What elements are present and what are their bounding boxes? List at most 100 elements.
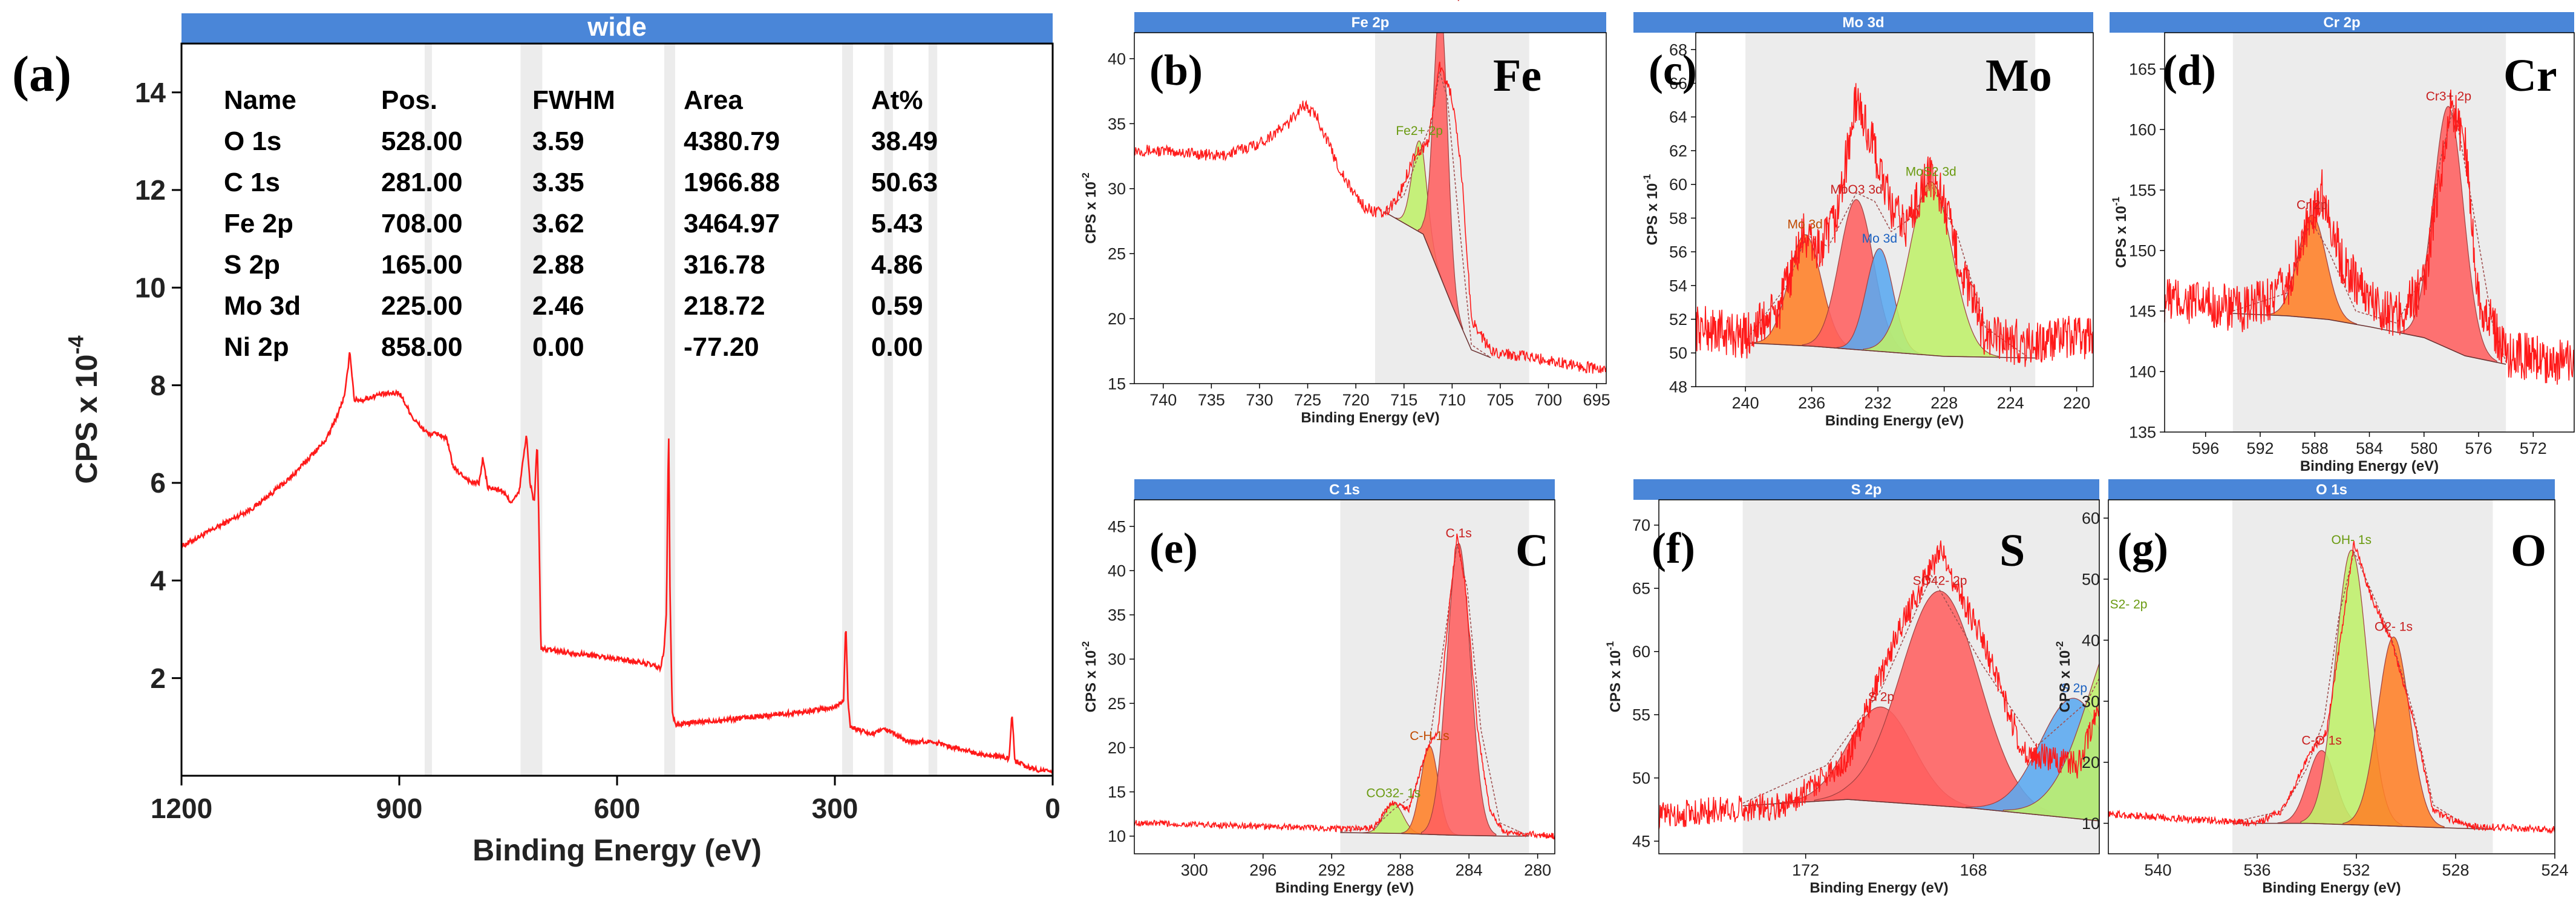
y-tick-label: 8 (150, 370, 166, 401)
peak-label: S2- 2p (2110, 597, 2148, 611)
x-tick-label: 1200 (151, 793, 212, 824)
x-tick-label: 288 (1387, 861, 1414, 879)
peak-label: CO32- 1s (1366, 786, 1420, 800)
chart-title-bar (1633, 12, 2093, 33)
y-tick-label: 66 (1669, 74, 1687, 93)
y-tick-label: 25 (1108, 695, 1126, 713)
x-tick-label: 524 (2541, 861, 2568, 879)
fit-envelope (1340, 543, 1529, 837)
panel-b: Fe 2p 740 735 730 725 720 715 710 705 700 695 15 20 2… (1080, 0, 1610, 426)
chart-title: wide (587, 12, 647, 42)
chart-title: Mo 3d (1842, 15, 1884, 31)
axes-frame (1134, 499, 1555, 854)
fit-background (1384, 211, 1491, 358)
x-tick-label: 584 (2356, 439, 2383, 457)
panel-c: Mo 3d 240 236 232 228 224 220 48 50 52 54 56 58 60 62 6… (1633, 12, 2094, 429)
chart-title-bar (2108, 479, 2555, 500)
x-tick-label: 236 (1798, 394, 1825, 412)
x-tick-label: 240 (1732, 394, 1759, 412)
x-tick-label: 576 (2465, 439, 2493, 457)
table-cell: -77.20 (684, 332, 759, 362)
table-cell: 3.59 (532, 126, 584, 156)
shaded-band (425, 44, 432, 776)
peak-label: Cr 2p (2296, 198, 2327, 212)
table-cell: 316.78 (684, 250, 765, 280)
y-tick-label: 10 (2082, 814, 2100, 833)
y-tick-label: 55 (1632, 706, 1650, 724)
plot-area (1134, 500, 1555, 854)
table-cell: 1966.88 (684, 168, 780, 197)
y-tick-label: 145 (2129, 302, 2156, 320)
y-axis-label: CPS x 10-4 (65, 335, 104, 484)
peak-label: Mo 3d (1787, 218, 1822, 232)
y-tick-label: 54 (1669, 277, 1687, 295)
y-tick-label: 60 (1632, 643, 1650, 661)
table-cell: 4.86 (871, 250, 923, 280)
plot-area (2165, 33, 2574, 432)
y-axis-label: CPS x 10-1 (1641, 174, 1661, 246)
y-tick-label: 160 (2129, 120, 2156, 139)
spectrum-line (1134, 533, 1555, 840)
y-tick-label: 45 (1632, 833, 1650, 851)
axes-frame (1134, 32, 1607, 384)
spectrum-line (2108, 540, 2555, 834)
y-tick-label: 10 (135, 272, 166, 303)
x-tick-label: 540 (2144, 861, 2171, 879)
y-tick-label: 35 (1108, 606, 1126, 624)
peak-label: C 1s (1446, 526, 1472, 540)
x-axis-label: Binding Energy (eV) (2300, 458, 2439, 474)
x-tick-label: 900 (376, 793, 423, 824)
fit-background (1340, 832, 1529, 837)
x-axis-label: Binding Energy (eV) (1275, 880, 1414, 896)
y-tick-label: 20 (2082, 753, 2100, 772)
fit-background (1745, 342, 2036, 359)
peak-label: MoO3 3d (1830, 183, 1882, 197)
table-cell: 3464.97 (684, 209, 780, 238)
x-tick-label: 596 (2192, 439, 2219, 457)
x-tick-label: 715 (1390, 391, 1417, 409)
y-tick-label: 40 (1108, 562, 1126, 580)
y-tick-label: 70 (1632, 516, 1650, 534)
element-symbol: S (1999, 525, 2025, 576)
table-cell: 858.00 (381, 332, 463, 362)
y-tick-label: 48 (1669, 378, 1687, 396)
table-row-name: O 1s (224, 126, 281, 156)
y-axis-label: CPS x 10-2 (2054, 641, 2073, 713)
table-header: FWHM (532, 85, 615, 115)
spectrum-line (1134, 61, 1606, 374)
x-tick-label: 740 (1149, 391, 1177, 409)
chart-title: O 1s (2316, 482, 2347, 498)
y-tick-label: 62 (1669, 142, 1687, 160)
y-tick-label: 12 (135, 174, 166, 206)
y-tick-label: 40 (2082, 631, 2100, 649)
fit-envelope (2232, 550, 2493, 830)
panel-f: S 2p 172 168 45 50 55 60 65 70 Binding Energy (eV… (1604, 479, 2148, 896)
spectrum-line (1659, 540, 2099, 830)
table-cell: 218.72 (684, 291, 765, 321)
y-tick-label: 50 (2082, 571, 2100, 589)
panel-letter: (e) (1149, 524, 1198, 572)
y-tick-label: 14 (135, 77, 166, 108)
plot-area (1696, 33, 2093, 387)
table-cell: 528.00 (381, 126, 463, 156)
x-tick-label: 284 (1456, 861, 1483, 879)
x-tick-label: 296 (1249, 861, 1277, 879)
panel-e: C 1s 300 296 292 288 284 280 10 15 20 25 30 35 40 45 Bi… (1080, 479, 1555, 896)
y-tick-label: 2 (150, 663, 166, 694)
y-tick-label: 135 (2129, 423, 2156, 441)
peak-label: S 2p (2061, 681, 2087, 695)
x-tick-label: 725 (1294, 391, 1321, 409)
table-cell: 225.00 (381, 291, 463, 321)
y-tick-label: 15 (1108, 375, 1126, 393)
x-tick-label: 695 (1583, 391, 1610, 409)
plot-area (1659, 500, 2099, 854)
x-axis-label: Binding Energy (eV) (1809, 880, 1948, 896)
y-tick-label: 68 (1669, 41, 1687, 59)
panel-letter: (c) (1649, 46, 1697, 94)
y-axis-label: CPS x 10-1 (1604, 641, 1624, 713)
element-symbol: Fe (1493, 50, 1541, 101)
x-tick-label: 292 (1318, 861, 1345, 879)
table-row-name: Mo 3d (224, 291, 301, 321)
table-cell: 281.00 (381, 168, 463, 197)
